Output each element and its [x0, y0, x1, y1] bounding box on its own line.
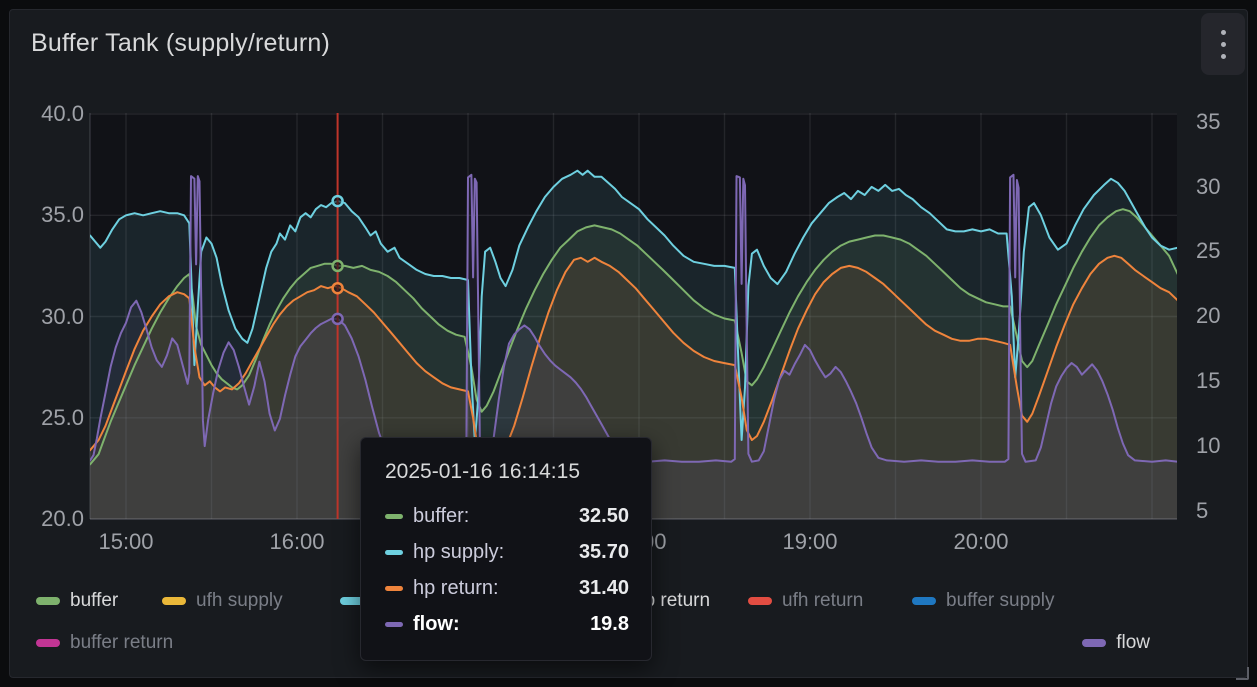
series-line-hp-return — [90, 254, 1177, 472]
y-right-tick-label: 25 — [1196, 238, 1221, 263]
tooltip-swatch — [385, 513, 403, 519]
legend-swatch — [748, 597, 772, 605]
y-left-tick-label: 35.0 — [41, 202, 84, 227]
tooltip-series-value: 35.70 — [578, 540, 629, 563]
legend-label: hp return — [634, 590, 711, 611]
legend-swatch — [1082, 639, 1107, 647]
tooltip-series-value: 32.50 — [578, 504, 629, 527]
x-tick-label: 16:00 — [269, 529, 325, 554]
legend-label: buffer return — [70, 632, 174, 653]
tooltip-timestamp: 2025-01-16 16:14:15 — [385, 460, 580, 483]
tooltip-series-label: hp return: — [413, 576, 499, 599]
tooltip-series-label: buffer: — [413, 504, 470, 527]
y-right-tick-label: 35 — [1196, 109, 1221, 134]
tooltip-series-value: 31.40 — [578, 576, 629, 599]
y-right-tick-label: 30 — [1196, 174, 1221, 199]
legend-item-ufh-return[interactable]: ufh return — [748, 588, 863, 614]
kebab-menu-icon — [1220, 29, 1226, 35]
legend-label: ufh return — [782, 590, 864, 611]
panel-menu-button[interactable] — [1201, 13, 1245, 75]
x-tick-label: 20:00 — [953, 529, 1009, 554]
y-right-tick-label: 15 — [1196, 368, 1221, 393]
x-tick-label: 19:00 — [782, 529, 838, 554]
x-tick-label: 15:00 — [98, 529, 154, 554]
series-line-buffer — [90, 208, 1177, 466]
tooltip-series-value: 19.8 — [590, 612, 629, 635]
tooltip-row-buffer: buffer: 32.50 — [385, 498, 629, 534]
tooltip-series-label: hp supply: — [413, 540, 505, 563]
y-right-tick-label: 5 — [1196, 498, 1209, 523]
hover-marker-flow — [331, 312, 344, 326]
legend-swatch — [36, 597, 60, 605]
tooltip-swatch — [385, 621, 403, 627]
series-line-flow — [90, 173, 1177, 463]
chart-tooltip: 2025-01-16 16:14:15 buffer: 32.50 hp suppl… — [360, 437, 652, 661]
series-area-hp-supply — [90, 170, 1177, 519]
legend-swatch — [36, 639, 60, 647]
hover-marker-buffer — [331, 259, 344, 273]
y-right-tick-label: 20 — [1196, 303, 1221, 328]
legend-item-buffer-return[interactable]: buffer return — [36, 630, 173, 656]
legend-swatch — [912, 597, 936, 605]
y-left-tick-label: 20.0 — [41, 506, 84, 531]
legend-label: buffer — [70, 590, 119, 611]
legend-swatch — [162, 597, 186, 605]
tooltip-row-hpreturn: hp return: 31.40 — [385, 570, 629, 606]
legend-item-flow[interactable]: flow — [1082, 630, 1150, 656]
legend-label: ufh supply — [196, 590, 283, 611]
series-area-flow — [90, 174, 1177, 519]
tooltip-series-label: flow: — [413, 612, 460, 635]
legend-label: buffer supply — [946, 590, 1055, 611]
legend-item-buffer-supply[interactable]: buffer supply — [912, 588, 1054, 614]
hover-marker-hp-return — [331, 281, 344, 295]
kebab-menu-icon — [1220, 41, 1226, 47]
series-line-hp-supply — [90, 169, 1177, 444]
legend-item-ufh-supply[interactable]: ufh supply — [162, 588, 283, 614]
legend-label: flow — [1116, 632, 1150, 653]
y-left-tick-label: 25.0 — [41, 405, 84, 430]
tooltip-row-flow: flow: 19.8 — [385, 606, 629, 642]
y-right-tick-label: 10 — [1196, 433, 1221, 458]
kebab-menu-icon — [1220, 53, 1226, 59]
panel-resize-handle[interactable] — [1236, 667, 1249, 680]
hover-marker-hp-supply — [331, 194, 344, 208]
panel-title: Buffer Tank (supply/return) — [31, 29, 331, 57]
tooltip-swatch — [385, 585, 403, 591]
tooltip-row-hpsupply: hp supply: 35.70 — [385, 534, 629, 570]
legend-swatch — [340, 597, 364, 605]
tooltip-swatch — [385, 549, 403, 555]
legend-item-buffer[interactable]: buffer — [36, 588, 118, 614]
y-left-tick-label: 30.0 — [41, 304, 84, 329]
y-left-tick-label: 40.0 — [41, 101, 84, 126]
